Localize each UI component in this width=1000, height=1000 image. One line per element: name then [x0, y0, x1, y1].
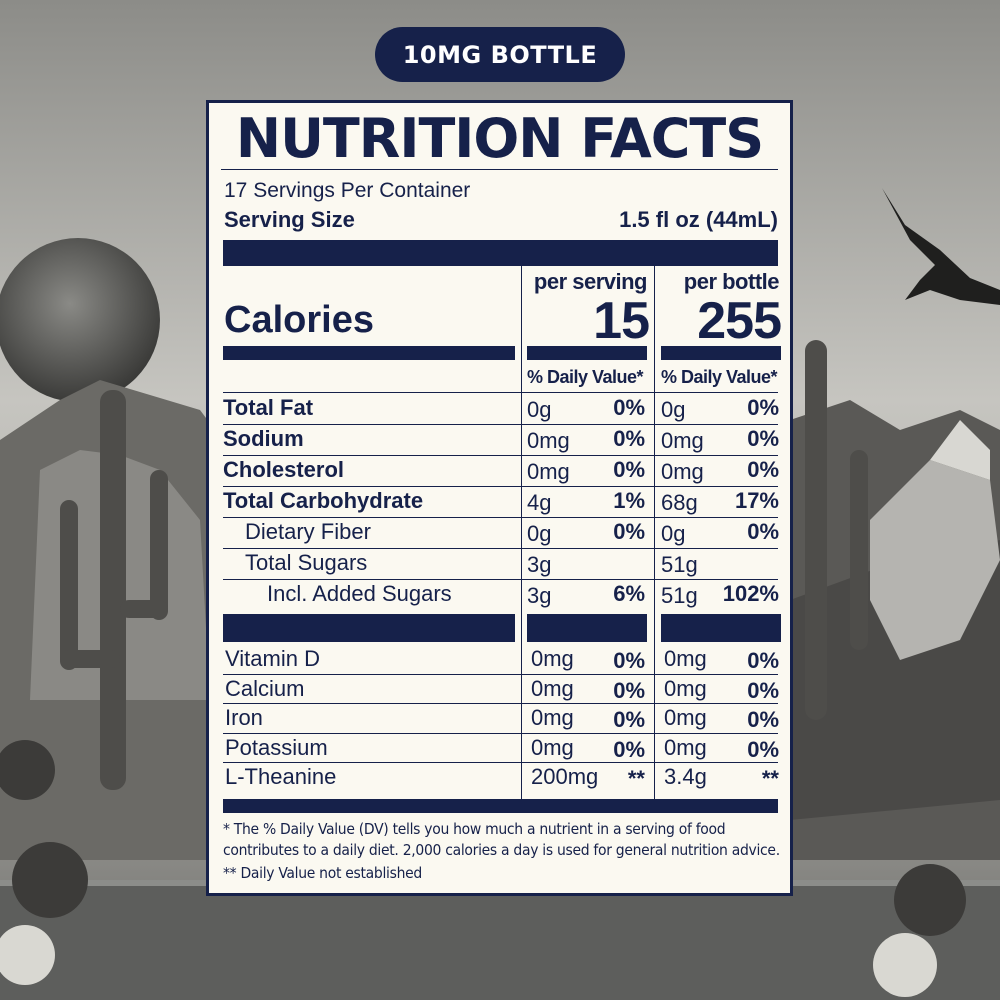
serving-amount: 0mg	[531, 705, 574, 730]
row-divider	[223, 517, 778, 518]
serving-amount: 200mg	[531, 764, 599, 789]
bottle-percent: 0%	[747, 457, 779, 482]
serving-percent: 0%	[613, 648, 645, 673]
serving-percent: 0%	[613, 457, 645, 482]
bottle-amount: 3.4g	[664, 764, 707, 789]
nutrient-label: Incl. Added Sugars	[267, 581, 452, 606]
bottle-percent: 0%	[747, 677, 779, 703]
serving-size-label: Serving Size	[224, 207, 355, 232]
bottle-amount: 0mg	[664, 646, 707, 671]
nutrient-label: Sodium	[223, 426, 304, 451]
calories-per-serving: 15	[593, 292, 650, 350]
row-divider	[223, 455, 778, 456]
bottle-percent: 0%	[747, 707, 779, 732]
row-divider	[223, 732, 778, 734]
serving-percent: 0%	[613, 736, 645, 762]
serving-percent: 0%	[613, 707, 645, 732]
bottle-amount: 0g	[661, 397, 686, 422]
bottle-amount: 68g	[661, 490, 698, 515]
nutrient-label: Cholesterol	[223, 457, 345, 482]
serving-amount: 0mg	[531, 675, 574, 701]
nutrient-label: Total Fat	[223, 395, 314, 420]
bottle-percent: 0%	[747, 648, 779, 673]
bottle-amount: 0g	[661, 521, 686, 546]
serving-amount: 4g	[527, 490, 552, 515]
bottle-percent: **	[761, 766, 779, 791]
vitamin-bar-serving	[527, 614, 647, 642]
bottle-percent: 102%	[722, 581, 779, 606]
dv-header-serving: % Daily Value*	[527, 367, 644, 387]
nutrition-facts-panel: NUTRITION FACTS 17 Servings Per Containe…	[206, 100, 793, 896]
row-divider	[223, 424, 778, 425]
calories-label: Calories	[224, 299, 374, 341]
serving-amount: 0mg	[527, 428, 570, 453]
vitamin-bar-bottle	[661, 614, 781, 642]
bottle-percent: 17%	[734, 488, 779, 513]
product-badge: 10MG BOTTLE	[375, 27, 625, 82]
row-divider	[223, 548, 778, 549]
serving-size-value: 1.5 fl oz (44mL)	[619, 207, 778, 232]
calories-bar-serving	[527, 346, 647, 360]
vitamin-label: Iron	[225, 705, 263, 730]
bottle-percent: 0%	[747, 519, 779, 544]
column-divider-bottle	[654, 266, 655, 801]
serving-percent: 6%	[613, 581, 645, 606]
row-divider	[223, 673, 778, 675]
thick-divider-bottom	[223, 799, 778, 813]
per-serving-header: per serving	[533, 269, 648, 294]
bottle-amount: 0mg	[664, 705, 707, 730]
row-divider	[223, 703, 778, 704]
serving-percent: 0%	[613, 426, 645, 451]
vitamin-label: Vitamin D	[225, 646, 320, 671]
serving-amount: 3g	[527, 583, 552, 608]
serving-amount: 0mg	[531, 734, 574, 760]
per-bottle-header: per bottle	[683, 269, 780, 294]
serving-amount: 0g	[527, 397, 552, 422]
serving-amount: 0g	[527, 521, 552, 546]
bottle-amount: 0mg	[661, 428, 704, 453]
serving-percent: **	[627, 766, 645, 791]
footnote-not-established: ** Daily Value not established	[223, 864, 422, 882]
bottle-amount: 0mg	[661, 459, 704, 484]
row-divider	[223, 762, 778, 763]
thick-divider-top	[223, 240, 778, 266]
nutrient-label: Total Carbohydrate	[223, 488, 424, 513]
nutrient-label: Total Sugars	[245, 550, 368, 575]
calories-bar-bottle	[661, 346, 781, 360]
vitamin-label: L-Theanine	[225, 764, 337, 789]
bottle-amount: 0mg	[664, 675, 707, 701]
row-divider	[223, 486, 778, 487]
vitamin-label: Potassium	[225, 734, 328, 760]
row-divider	[223, 579, 778, 580]
vitamin-bar-label	[223, 614, 515, 642]
nutrient-label: Dietary Fiber	[245, 519, 371, 544]
dv-header-bottle: % Daily Value*	[661, 367, 778, 387]
bottle-amount: 51g	[661, 583, 698, 608]
moon-graphic	[0, 238, 160, 402]
serving-percent: 1%	[613, 488, 645, 513]
eagle-graphic	[882, 188, 1000, 305]
title-divider	[221, 169, 778, 170]
serving-amount: 0mg	[527, 459, 570, 484]
panel-title: NUTRITION FACTS	[235, 107, 764, 170]
bottle-amount: 0mg	[664, 734, 707, 760]
footnote-daily-value: * The % Daily Value (DV) tells you how m…	[223, 820, 780, 859]
bottle-percent: 0%	[747, 426, 779, 451]
serving-amount: 0mg	[531, 646, 574, 671]
bottle-percent: 0%	[747, 736, 779, 762]
serving-percent: 0%	[613, 677, 645, 703]
servings-per-container: 17 Servings Per Container	[224, 179, 471, 202]
vitamin-label: Calcium	[225, 675, 305, 701]
bottle-percent: 0%	[747, 395, 779, 420]
serving-amount: 3g	[527, 552, 552, 577]
calories-per-bottle: 255	[697, 292, 782, 350]
calories-bar-label	[223, 346, 515, 360]
serving-percent: 0%	[613, 519, 645, 544]
bottle-amount: 51g	[661, 552, 698, 577]
column-divider-serving	[521, 266, 522, 801]
dv-divider	[223, 392, 778, 393]
serving-percent: 0%	[613, 395, 645, 420]
